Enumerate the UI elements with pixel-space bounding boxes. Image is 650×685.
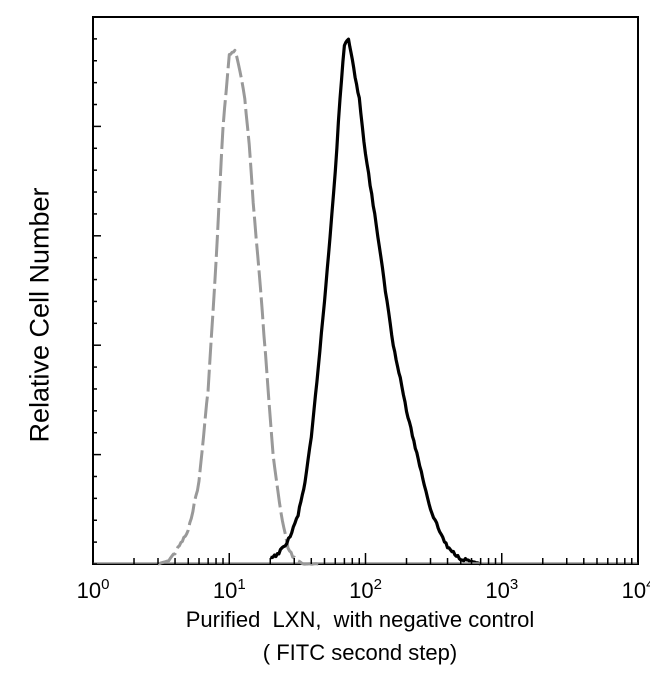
x-axis-sublabel: ( FITC second step) <box>262 640 458 665</box>
x-tick-label: 104 <box>622 576 650 603</box>
series-2-line <box>269 37 482 566</box>
plot-frame <box>92 16 639 565</box>
x-tick-label: 103 <box>485 576 518 603</box>
x-tick-label: 101 <box>213 576 246 603</box>
y-axis-label: Relative Cell Number <box>24 187 55 443</box>
x-tick-label: 102 <box>349 576 382 603</box>
series-1-line <box>157 48 319 566</box>
x-axis-label: Purified LXN, with negative control <box>185 607 535 632</box>
x-tick-label: 100 <box>77 576 110 603</box>
